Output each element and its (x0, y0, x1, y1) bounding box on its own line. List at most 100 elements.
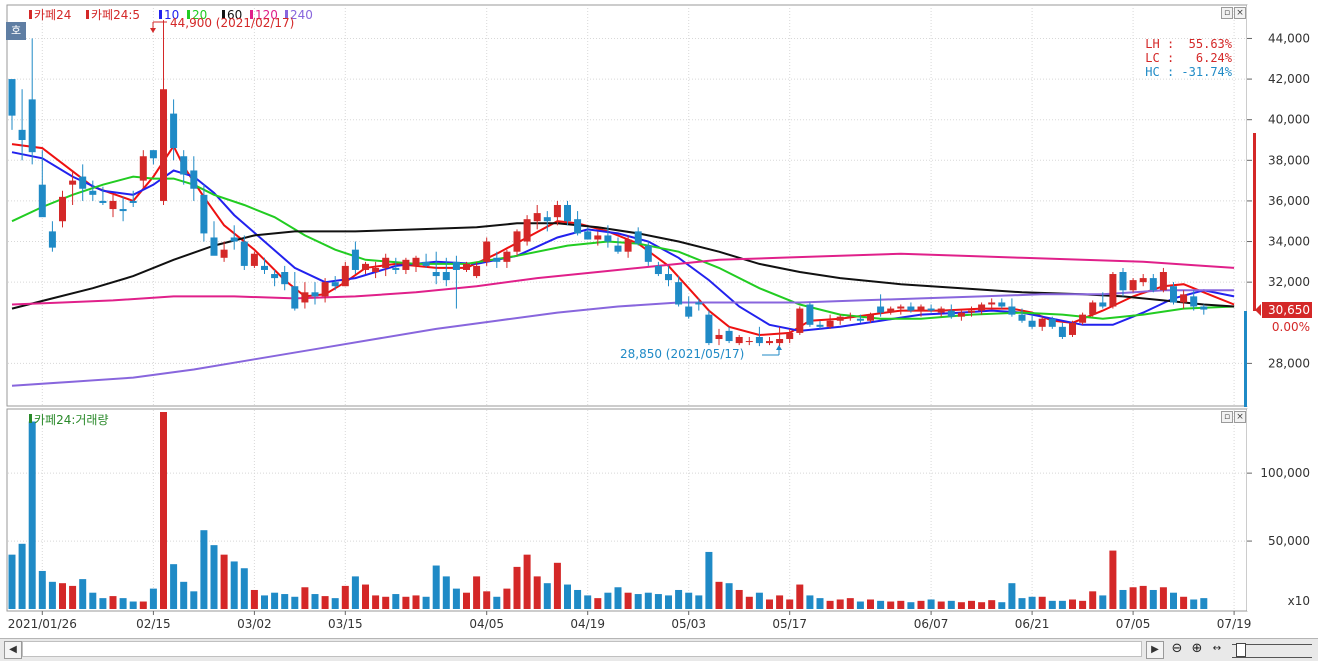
volume-bar (1048, 600, 1056, 609)
volume-bar (978, 602, 986, 609)
candle-body (250, 253, 258, 266)
legend-ma20[interactable]: 20 (192, 8, 207, 22)
volume-bar (109, 596, 117, 609)
candle-body (614, 245, 622, 252)
price-panel-maximize-button[interactable]: ▫ (1221, 7, 1233, 19)
volume-panel-maximize-button[interactable]: ▫ (1221, 411, 1233, 423)
scroll-left-icon[interactable]: ◀ (4, 641, 22, 659)
zoom-in-icon[interactable]: ⊕ (1191, 641, 1203, 656)
candle-body (38, 184, 46, 218)
candle-body (473, 265, 481, 277)
volume-bar (493, 596, 501, 609)
volume-panel-close-button[interactable]: × (1234, 411, 1246, 423)
volume-bar (250, 589, 258, 609)
volume-bar (1018, 598, 1026, 609)
candle-body (1038, 318, 1046, 327)
candle-body (382, 257, 390, 268)
zoom-out-icon[interactable]: ⊖ (1171, 641, 1183, 656)
candle-body (271, 274, 279, 279)
candle-body (685, 306, 693, 317)
volume-bar (725, 583, 733, 609)
candle-body (48, 231, 56, 248)
volume-bar (1119, 589, 1127, 609)
candle-body (978, 304, 986, 311)
volume-legend[interactable]: 카페24:거래량 (29, 413, 109, 427)
legend-ma10[interactable]: 10 (164, 8, 179, 22)
volume-bar (745, 596, 753, 609)
quote-badge[interactable]: 호 (6, 22, 26, 40)
zoom-slider-handle[interactable] (1236, 643, 1246, 657)
candle-body (452, 261, 460, 270)
volume-bar (654, 594, 662, 609)
candle-body (200, 194, 208, 234)
candle-body (998, 302, 1006, 307)
candle-body (311, 292, 319, 297)
price-panel-frame (6, 4, 1248, 407)
volume-bar (119, 598, 127, 609)
candle-body (281, 272, 289, 285)
volume-bar (1170, 592, 1177, 609)
volume-bar (553, 562, 561, 609)
candle-body (463, 263, 470, 270)
volume-bar (675, 589, 683, 609)
legend-ma60[interactable]: 60 (227, 8, 242, 22)
volume-bar (180, 581, 188, 609)
volume-bar (59, 583, 66, 609)
volume-bar (311, 594, 319, 609)
volume-bar (1099, 595, 1107, 609)
candle-body (321, 282, 329, 297)
candle-body (877, 306, 885, 313)
volume-bar (38, 570, 46, 609)
axis-label-layer: 28,000 32,000 34,000 36,000 38,000 40,000 42,0… (8, 31, 1310, 631)
candle-body (755, 336, 763, 344)
price-tick-label: 44,000 (1268, 31, 1310, 45)
volume-bar (988, 600, 996, 609)
legend-marker-volume (29, 414, 32, 423)
candle-body (301, 292, 309, 303)
volume-bar (463, 592, 470, 609)
current-price-arrow-icon (1255, 304, 1261, 316)
candle-body (553, 204, 561, 218)
candle-body (1190, 296, 1198, 307)
legend-ma120[interactable]: 120 (255, 8, 278, 22)
candle-body (887, 308, 895, 313)
candle-body (1159, 272, 1167, 291)
price-legend[interactable]: 카페24 카페24:5 10 20 60 120 240 (29, 8, 313, 22)
candle-body (1170, 286, 1177, 303)
volume-bar (968, 600, 975, 609)
candle-body (947, 310, 955, 317)
volume-bar (372, 595, 380, 609)
candle-body (584, 231, 592, 240)
zoom-slider[interactable] (1232, 643, 1312, 658)
volume-bar (291, 596, 299, 609)
candle-body (1180, 294, 1188, 303)
candle-body (1109, 274, 1117, 307)
candle-body (907, 306, 915, 311)
volume-bar (1180, 596, 1188, 609)
volume-bar (402, 596, 410, 609)
volume-axis-area (1247, 409, 1317, 611)
scroll-right-icon[interactable]: ▶ (1146, 641, 1164, 659)
date-tick-label: 06/07 (914, 617, 949, 631)
scroll-track[interactable] (22, 641, 1142, 657)
legend-volume[interactable]: 카페24:거래량 (34, 413, 109, 427)
candle-body (543, 217, 551, 222)
legend-marker-cafe24-5 (86, 10, 89, 19)
volume-bar (533, 576, 541, 609)
volume-bar (281, 594, 289, 609)
legend-cafe24-5[interactable]: 카페24:5 (91, 8, 140, 22)
legend-cafe24[interactable]: 카페24 (34, 8, 71, 22)
candle-body (69, 180, 77, 185)
volume-bar (1200, 598, 1208, 609)
legend-ma240[interactable]: 240 (290, 8, 313, 22)
price-panel-close-button[interactable]: × (1234, 7, 1246, 19)
date-tick-label: 04/19 (570, 617, 605, 631)
zoom-range-icon[interactable]: ↔ (1212, 643, 1222, 654)
candle-body (422, 261, 430, 266)
volume-bar (341, 585, 349, 609)
candle-body (1089, 302, 1097, 315)
volume-bar (806, 595, 814, 609)
candle-body (483, 241, 491, 262)
date-tick-label: 05/03 (671, 617, 706, 631)
